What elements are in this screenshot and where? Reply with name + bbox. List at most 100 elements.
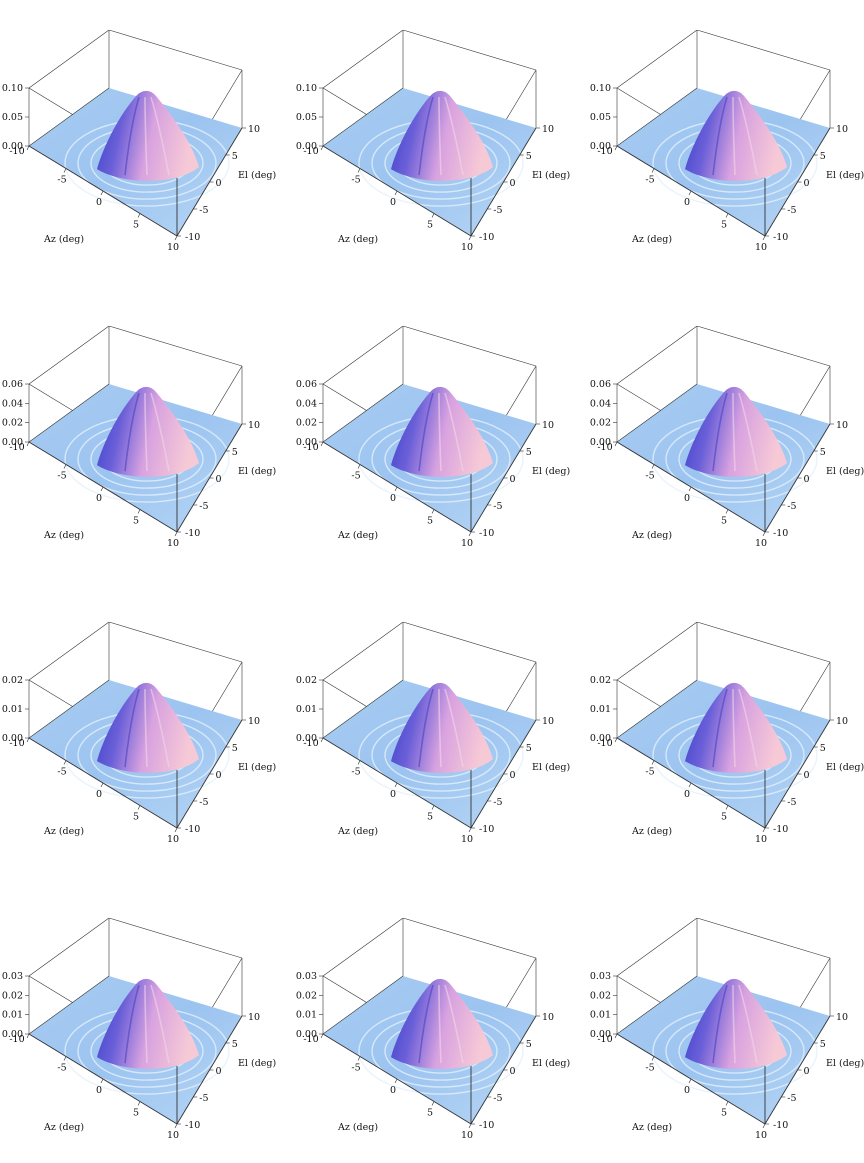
az-tick: [651, 1056, 655, 1061]
az-tick: [357, 168, 361, 173]
lobe-ridge: [150, 688, 170, 768]
el-tick-label: 0: [804, 770, 810, 781]
surface-plot-12: 0.00 0.01 0.02 0.03 -10 -5 0 5 10 Az (deg) -10 -5 0 5…: [590, 917, 864, 1141]
el-axis-label: El (deg): [826, 1058, 864, 1069]
el-tick-label: 10: [542, 716, 554, 727]
az-tick-label: 0: [684, 197, 690, 208]
lobe-ridge: [712, 984, 728, 1064]
z-tick-label: 0.02: [296, 675, 317, 686]
el-tick-label: 10: [542, 1012, 554, 1023]
el-tick-label: 5: [820, 151, 826, 162]
el-axis-label: El (deg): [826, 466, 864, 477]
z-tick-label: 0.03: [590, 971, 611, 982]
az-axis-label: Az (deg): [631, 826, 672, 837]
az-tick: [762, 827, 766, 833]
az-tick: [762, 1123, 766, 1129]
az-tick-label: 5: [721, 812, 727, 823]
el-axis-label: El (deg): [826, 762, 864, 773]
az-tick: [394, 486, 398, 492]
lobe-ridge: [444, 984, 464, 1064]
box-edge: [28, 383, 110, 443]
az-tick: [100, 1078, 104, 1084]
az-tick: [26, 145, 30, 151]
az-tick: [26, 441, 30, 447]
el-tick-label: 0: [216, 178, 222, 189]
z-tick-label: 0.00: [590, 733, 611, 744]
az-tick: [63, 464, 67, 469]
az-tick: [137, 213, 141, 218]
box-edge: [402, 29, 537, 71]
az-tick: [468, 235, 472, 241]
surface-plot-2: 0.00 0.05 0.10 -10 -5 0 5 10 Az (deg) -10 -5 0 5 10 El…: [296, 29, 570, 253]
surface-panel-9: 0.00 0.01 0.02 -10 -5 0 5 10 Az (deg) -10 -5 0 5 10 El…: [580, 621, 864, 857]
box-edge: [616, 621, 698, 681]
el-axis-label: El (deg): [826, 170, 864, 181]
az-tick: [651, 464, 655, 469]
surface-plot-1: 0.00 0.05 0.10 -10 -5 0 5 10 Az (deg) -10 -5 0 5 10 El…: [2, 29, 276, 253]
el-tick-label: 5: [232, 151, 238, 162]
az-tick: [63, 168, 67, 173]
main-lobe: [97, 682, 199, 773]
az-tick-label: 10: [461, 538, 473, 549]
az-tick: [394, 782, 398, 788]
lobe-ridge: [144, 393, 148, 472]
lobe-ridge: [738, 392, 758, 472]
az-tick-label: 10: [461, 242, 473, 253]
az-tick-label: 5: [133, 812, 139, 823]
el-tick-label: 0: [510, 178, 516, 189]
el-axis-label: El (deg): [238, 466, 276, 477]
z-tick-label: 0.05: [2, 112, 23, 123]
az-tick-label: -5: [645, 1063, 654, 1074]
box-edge: [696, 29, 831, 71]
surface-plot-5: 0.00 0.02 0.04 0.06 -10 -5 0 5 10 Az (deg) -10 -5 0 5…: [296, 325, 570, 549]
box-edge: [28, 917, 110, 977]
z-tick-label: 0.01: [590, 1010, 611, 1021]
z-tick-label: 0.00: [590, 1029, 611, 1040]
az-tick-label: 0: [390, 493, 396, 504]
el-tick-label: -5: [493, 501, 502, 512]
z-tick-label: 0.04: [296, 398, 317, 409]
el-tick-label: 10: [542, 124, 554, 135]
lobe-ridge: [124, 392, 140, 472]
az-tick: [725, 509, 729, 514]
z-tick-label: 0.00: [296, 733, 317, 744]
box-edge: [616, 917, 698, 977]
el-tick-label: 10: [248, 420, 260, 431]
el-tick-label: 5: [232, 1039, 238, 1050]
box-edge: [108, 621, 243, 663]
box-edge: [616, 87, 698, 147]
main-lobe: [685, 90, 787, 181]
az-tick: [725, 1101, 729, 1106]
main-lobe: [391, 682, 493, 773]
az-tick: [26, 737, 30, 743]
lobe-ridge: [144, 689, 148, 768]
az-tick-label: 0: [684, 493, 690, 504]
az-tick-label: 0: [96, 493, 102, 504]
z-tick-label: 0.00: [2, 141, 23, 152]
el-tick-label: -5: [787, 1093, 796, 1104]
el-tick-label: -10: [479, 232, 494, 243]
el-tick-label: 10: [542, 420, 554, 431]
box-edge: [616, 325, 698, 385]
az-tick-label: -10: [303, 442, 318, 453]
az-tick: [174, 827, 178, 833]
el-tick-label: 5: [820, 447, 826, 458]
az-tick-label: 10: [755, 1130, 767, 1141]
az-tick-label: 10: [461, 834, 473, 845]
az-tick: [320, 737, 324, 743]
box-edge: [616, 383, 698, 443]
main-lobe: [97, 978, 199, 1069]
main-lobe: [685, 386, 787, 477]
z-tick-label: 0.03: [296, 971, 317, 982]
az-tick: [762, 531, 766, 537]
el-axis-label: El (deg): [238, 1058, 276, 1069]
az-tick-label: 0: [96, 1085, 102, 1096]
z-tick-label: 0.02: [296, 990, 317, 1001]
az-tick-label: 10: [755, 242, 767, 253]
box-edge: [28, 621, 110, 681]
az-tick: [100, 782, 104, 788]
az-tick-label: 5: [133, 516, 139, 527]
el-tick-label: 0: [216, 1066, 222, 1077]
el-tick-label: 0: [510, 474, 516, 485]
surface-plot-3: 0.00 0.05 0.10 -10 -5 0 5 10 Az (deg) -10 -5 0 5 10 El…: [590, 29, 864, 253]
